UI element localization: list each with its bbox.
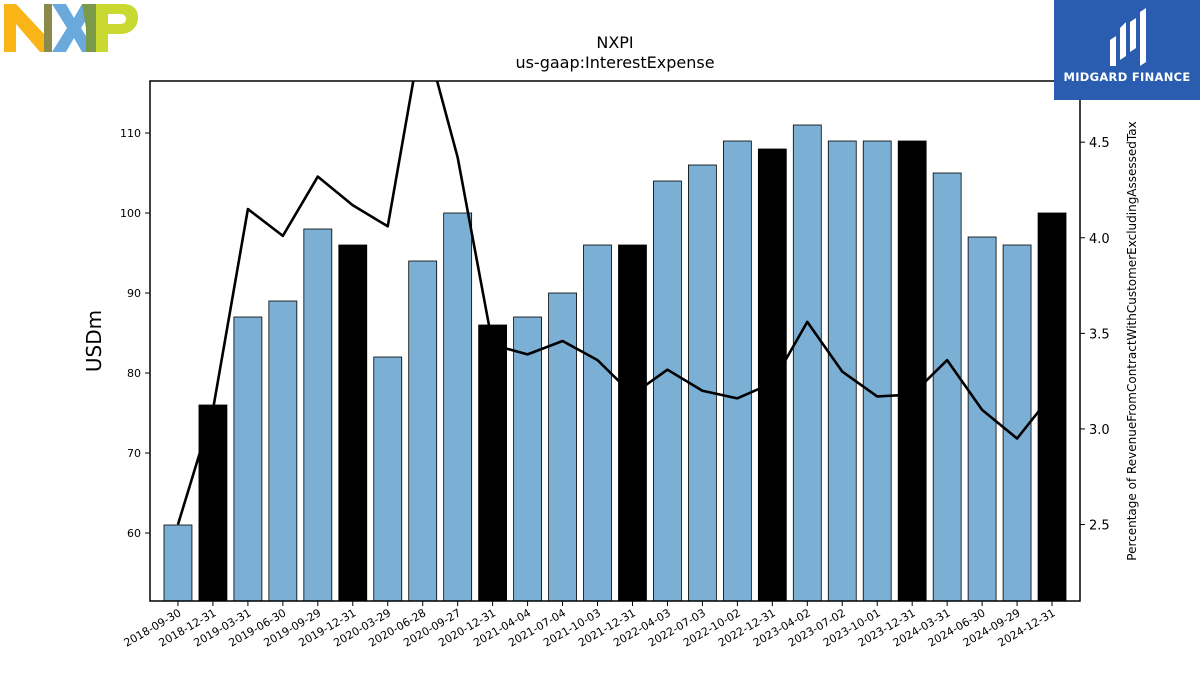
bar-2021-10-03: [583, 244, 612, 601]
y-tick-label: 60: [127, 527, 141, 540]
midgard-finance-wordmark: MIDGARD FINANCE: [1063, 70, 1191, 84]
bar-2021-07-04: [548, 292, 577, 601]
bar-2019-06-30: [268, 300, 298, 601]
nxp-logo-mark: [4, 4, 138, 52]
bar-2024-03-31: [932, 172, 962, 601]
line-layer: [176, 81, 1054, 525]
bar-2019-12-31: [338, 244, 368, 601]
bar-2019-03-31: [233, 316, 263, 601]
bar-2024-06-30: [967, 236, 997, 601]
bar-2023-10-01: [862, 140, 892, 601]
bar-2024-09-29: [1002, 244, 1032, 601]
midgard-emblem-icon: [1110, 8, 1146, 66]
bar-2020-06-28: [408, 260, 438, 601]
bar-2018-12-31: [198, 404, 228, 601]
bar-2020-12-31: [478, 324, 508, 601]
bar-2020-09-27: [443, 212, 473, 601]
y2-axis-label: Percentage of RevenueFromContractWithCus…: [1125, 121, 1139, 560]
bar-2022-12-31: [757, 148, 787, 601]
bar-2023-04-02: [792, 124, 822, 601]
y2-tick-label: 4.0: [1089, 232, 1110, 247]
bar-2020-03-29: [373, 356, 403, 601]
chart-subtitle: us-gaap:InterestExpense: [515, 53, 714, 72]
y2-tick-label: 4.5: [1089, 136, 1110, 151]
bar-2022-07-03: [688, 164, 717, 601]
y-tick-label: 80: [127, 367, 141, 380]
percentage-line: [176, 81, 1054, 525]
y-tick-label: 70: [127, 447, 141, 460]
midgard-finance-logo: MIDGARD FINANCE: [1054, 0, 1200, 100]
bar-2018-09-30: [163, 524, 193, 601]
chart-title: NXPI: [596, 33, 633, 52]
y-axis-label: USDm: [82, 310, 106, 372]
y-tick-label: 90: [127, 287, 141, 300]
bar-2021-04-04: [513, 316, 542, 601]
plot-frame: [149, 80, 1081, 602]
y2-tick-label: 2.5: [1089, 519, 1110, 534]
y2-tick-label: 3.0: [1089, 423, 1110, 438]
bars-layer: [163, 124, 1067, 601]
y-tick-label: 110: [120, 127, 141, 140]
nxp-logo: [4, 4, 140, 54]
y-tick-label: 100: [120, 207, 141, 220]
bar-2021-12-31: [618, 244, 647, 601]
bar-2023-12-31: [897, 140, 927, 601]
bar-2022-10-02: [722, 140, 752, 601]
bar-2019-09-29: [303, 228, 333, 601]
y2-tick-label: 3.5: [1089, 327, 1110, 342]
bar-2022-04-03: [653, 180, 682, 601]
